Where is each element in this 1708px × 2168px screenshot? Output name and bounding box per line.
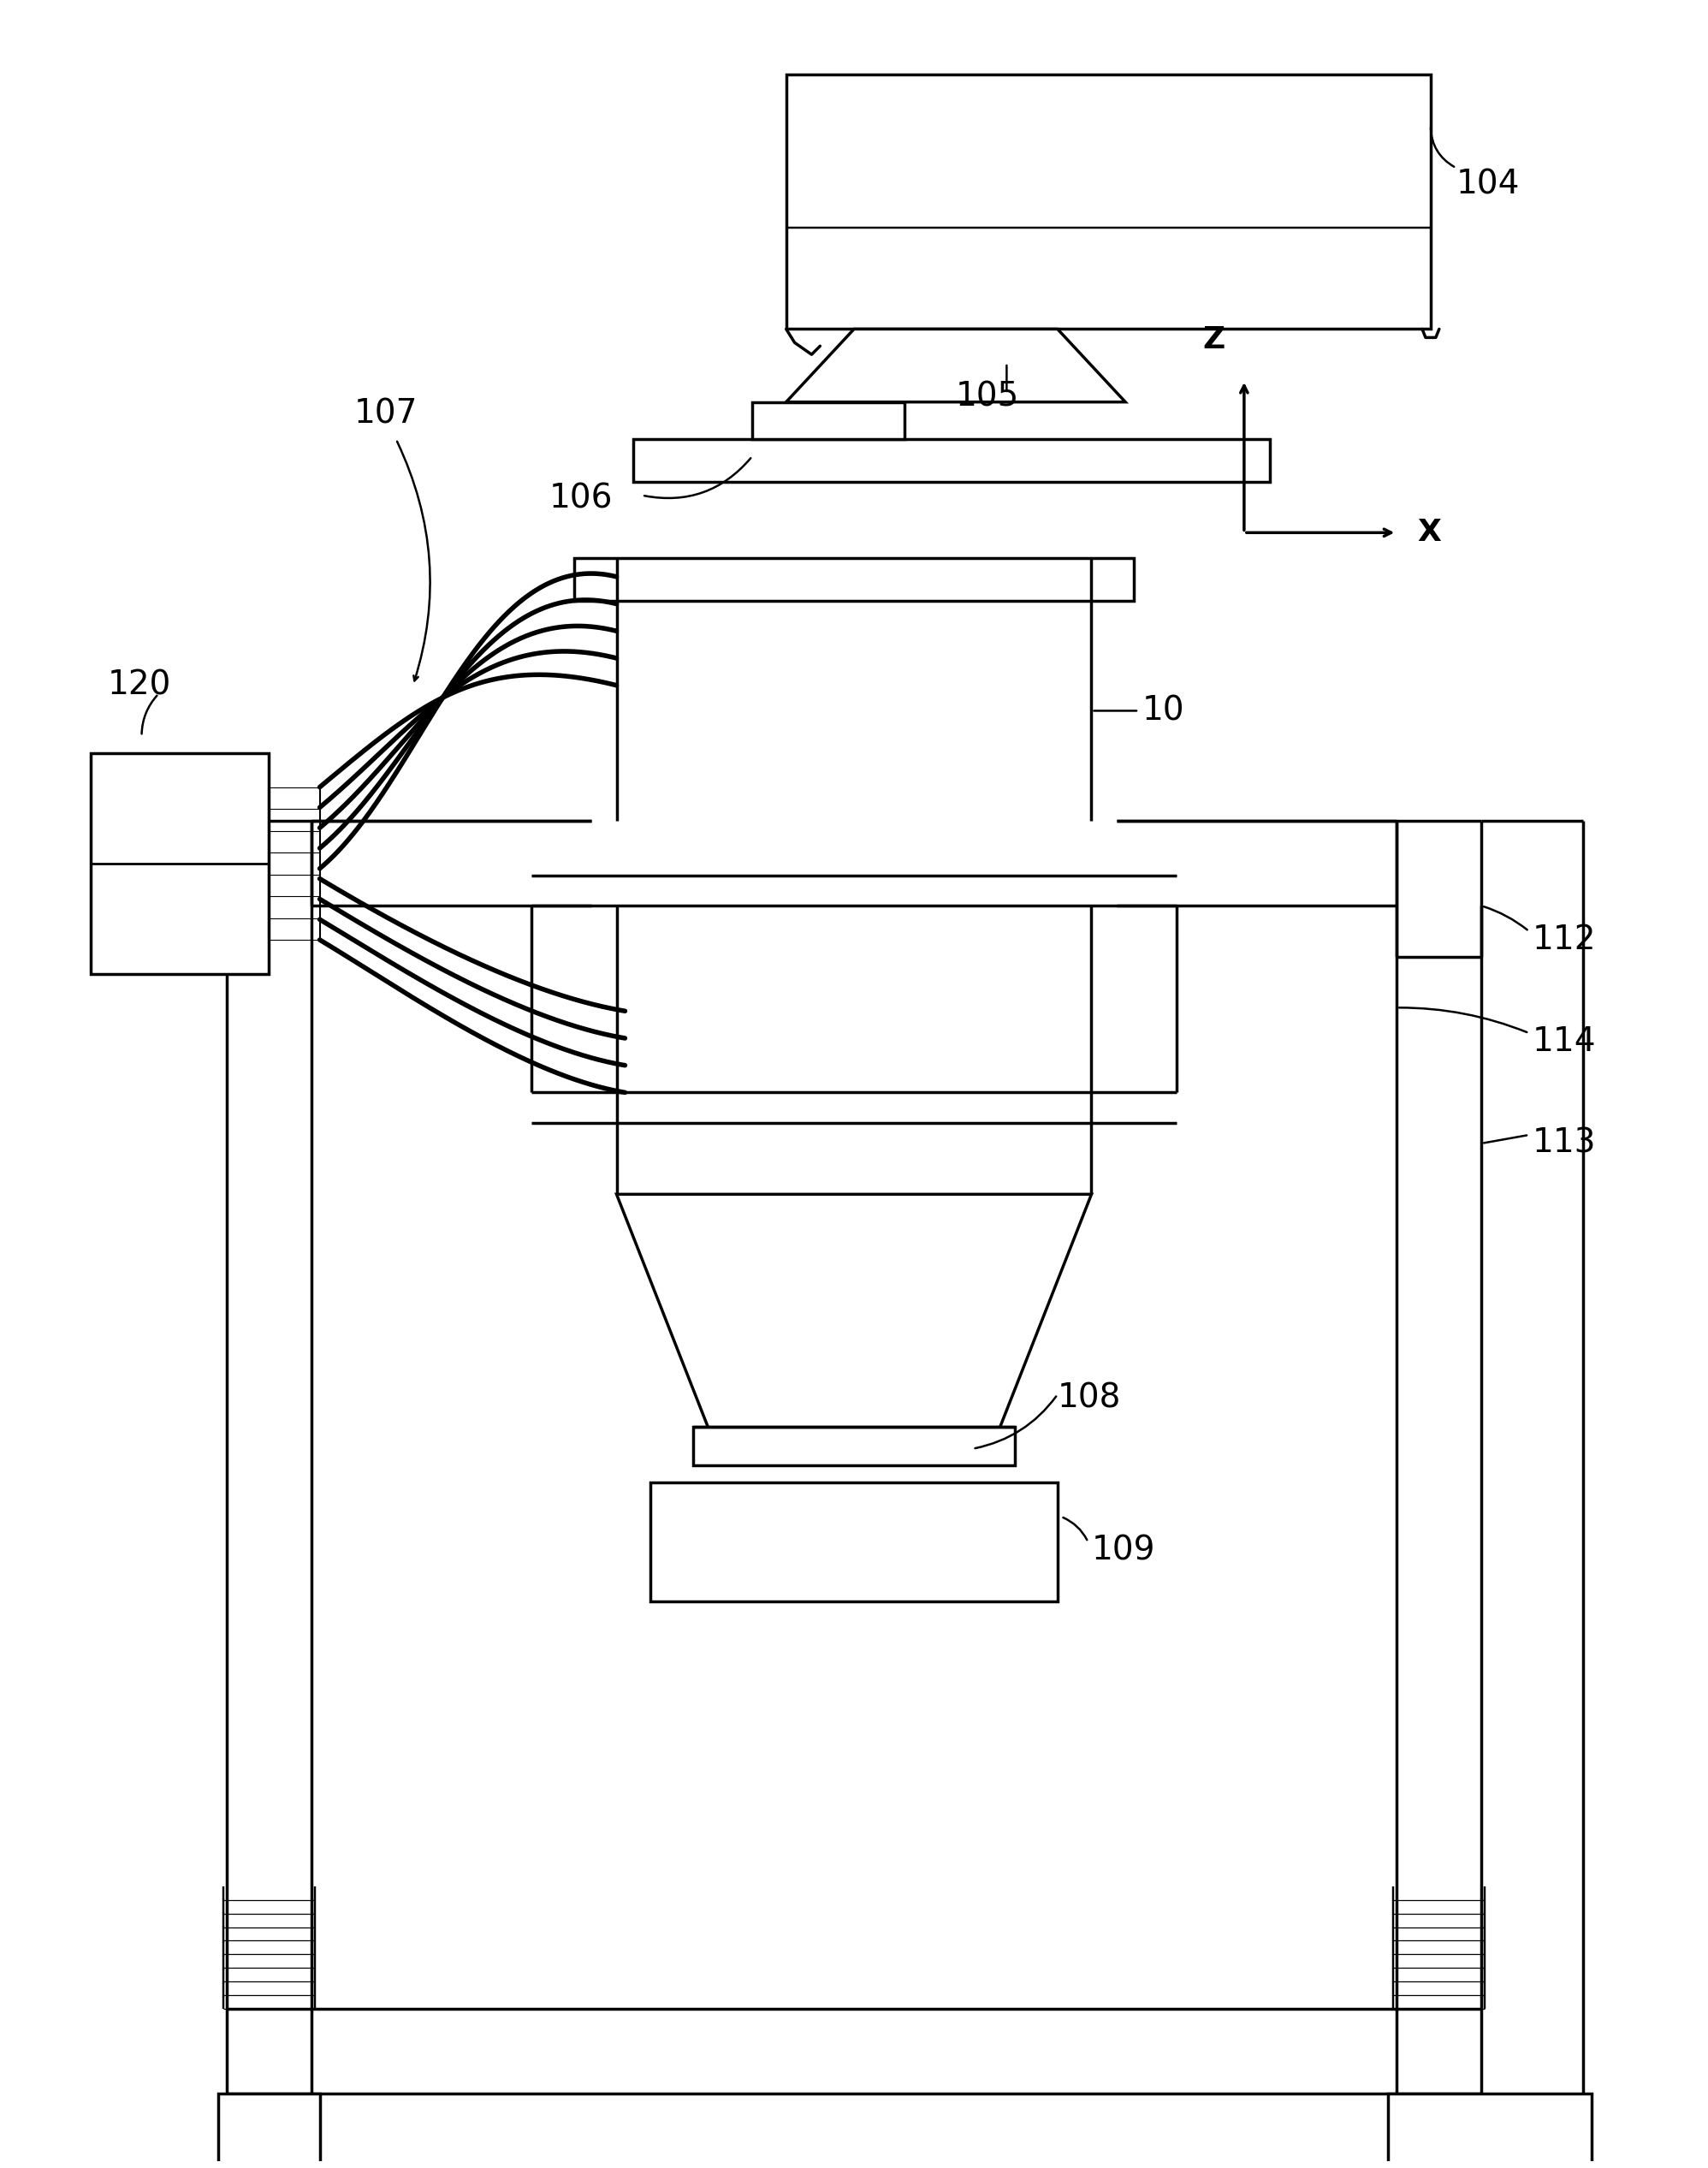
Bar — [651, 1483, 1057, 1602]
Text: 106: 106 — [548, 483, 613, 516]
Text: 107: 107 — [354, 397, 417, 429]
Bar — [693, 1427, 1015, 1466]
Text: 109: 109 — [1091, 1535, 1155, 1567]
Polygon shape — [617, 1195, 1091, 1431]
Polygon shape — [786, 330, 1126, 401]
Bar — [219, 2094, 319, 2168]
Text: 10: 10 — [1143, 694, 1185, 726]
Bar — [574, 557, 1134, 601]
Text: 104: 104 — [1457, 169, 1520, 202]
Bar — [1389, 2094, 1592, 2168]
Text: 113: 113 — [1532, 1127, 1597, 1160]
Text: 120: 120 — [108, 670, 171, 702]
Text: 105: 105 — [956, 382, 1020, 414]
Bar — [752, 401, 905, 440]
Text: 108: 108 — [1057, 1381, 1120, 1414]
Bar — [786, 74, 1431, 330]
Text: 114: 114 — [1532, 1025, 1597, 1058]
Text: X: X — [1418, 518, 1442, 546]
Bar — [91, 752, 268, 973]
Text: 112: 112 — [1532, 924, 1597, 956]
Bar — [634, 440, 1269, 481]
Text: Z: Z — [1202, 325, 1225, 356]
